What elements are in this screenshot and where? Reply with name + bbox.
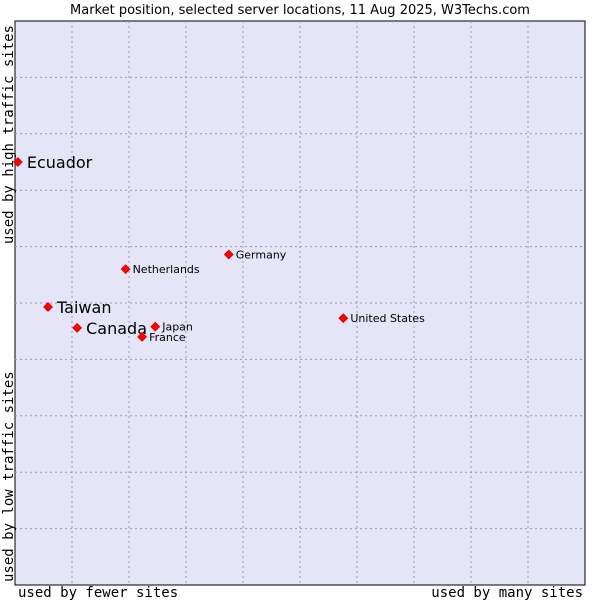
data-points: Ecuador Germany Netherlands Taiwan United St…: [12, 153, 425, 344]
point-marker-canada: [72, 322, 83, 333]
chart-title: Market position, selected server locatio…: [70, 3, 530, 18]
point-marker-germany: [223, 249, 234, 260]
point-label-ecuador: Ecuador: [27, 153, 93, 172]
point-marker-japan: [150, 321, 161, 332]
point-label-germany: Germany: [236, 248, 287, 261]
point-label-taiwan: Taiwan: [56, 298, 111, 317]
point-marker-netherlands: [120, 264, 131, 275]
point-label-united-states: United States: [350, 312, 425, 325]
point-marker-united-states: [338, 313, 349, 324]
y-axis-label-top: used by high traffic sites: [1, 25, 17, 244]
point-label-netherlands: Netherlands: [133, 263, 200, 276]
point-label-canada: Canada: [86, 319, 147, 338]
point-marker-france: [137, 331, 148, 342]
point-marker-taiwan: [43, 302, 53, 312]
point-label-france: France: [149, 331, 186, 344]
y-axis-label-bottom: used by low traffic sites: [1, 371, 17, 582]
point-label-japan: Japan: [161, 321, 193, 334]
x-axis-label-right: used by many sites: [431, 585, 583, 600]
grid: [15, 21, 585, 585]
point-marker-ecuador: [12, 157, 23, 167]
x-axis-label-left: used by fewer sites: [18, 585, 178, 600]
